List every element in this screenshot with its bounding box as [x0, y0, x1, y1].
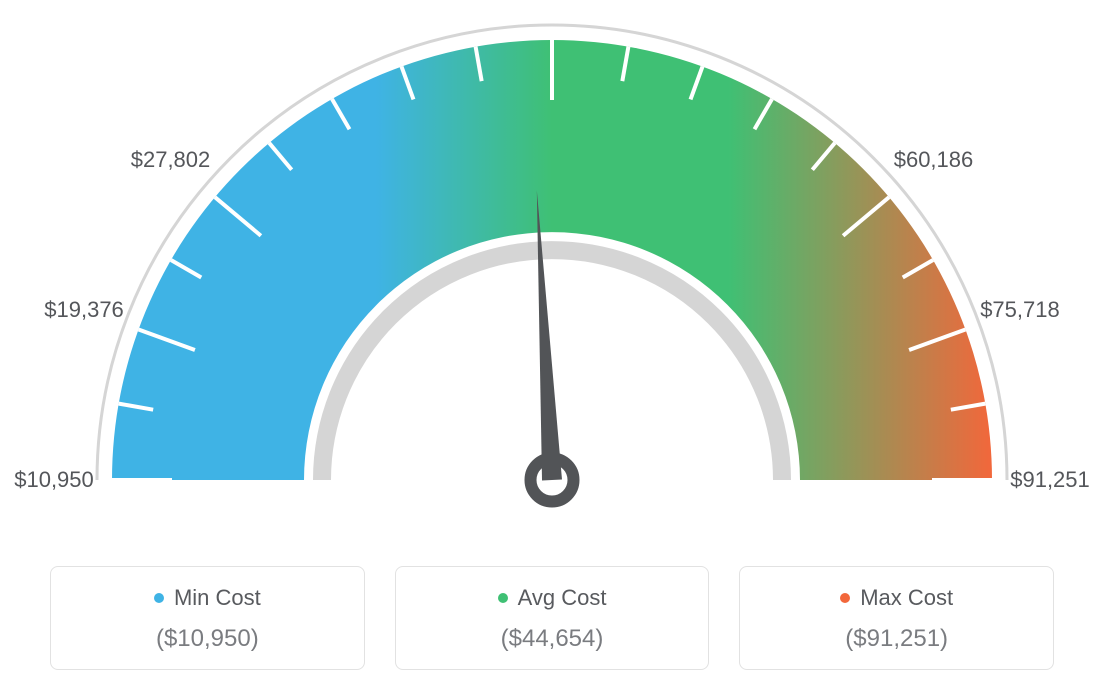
max-cost-label-text: Max Cost	[860, 585, 953, 611]
gauge-tick-label: $91,251	[1010, 467, 1090, 493]
avg-cost-value: ($44,654)	[406, 625, 699, 653]
min-cost-box: Min Cost ($10,950)	[50, 566, 365, 670]
gauge-svg	[0, 0, 1104, 560]
avg-cost-label-text: Avg Cost	[518, 585, 607, 611]
min-dot-icon	[154, 593, 164, 603]
max-cost-label: Max Cost	[840, 585, 953, 611]
cost-gauge-chart: $10,950$19,376$27,802$44,654$60,186$75,7…	[0, 0, 1104, 690]
gauge-area: $10,950$19,376$27,802$44,654$60,186$75,7…	[0, 0, 1104, 550]
gauge-tick-label: $27,802	[131, 147, 211, 173]
max-cost-value: ($91,251)	[750, 625, 1043, 653]
max-cost-box: Max Cost ($91,251)	[739, 566, 1054, 670]
gauge-tick-label: $75,718	[980, 297, 1060, 323]
gauge-tick-label: $19,376	[44, 297, 124, 323]
avg-cost-box: Avg Cost ($44,654)	[395, 566, 710, 670]
avg-dot-icon	[498, 593, 508, 603]
summary-row: Min Cost ($10,950) Avg Cost ($44,654) Ma…	[50, 566, 1054, 670]
avg-cost-label: Avg Cost	[498, 585, 607, 611]
min-cost-label-text: Min Cost	[174, 585, 261, 611]
gauge-tick-label: $10,950	[14, 467, 94, 493]
min-cost-label: Min Cost	[154, 585, 261, 611]
min-cost-value: ($10,950)	[61, 625, 354, 653]
max-dot-icon	[840, 593, 850, 603]
gauge-tick-label: $60,186	[894, 147, 974, 173]
